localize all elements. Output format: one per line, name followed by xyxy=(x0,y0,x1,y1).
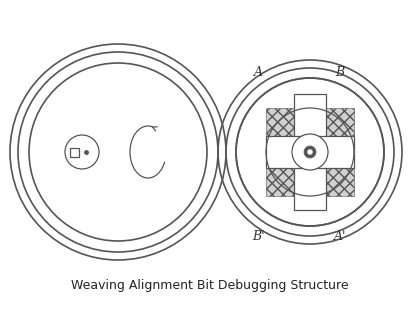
Circle shape xyxy=(292,134,328,170)
Bar xyxy=(266,136,354,168)
Circle shape xyxy=(307,149,312,154)
Bar xyxy=(266,168,294,196)
Text: A: A xyxy=(254,66,262,79)
Circle shape xyxy=(236,78,384,226)
Circle shape xyxy=(304,146,316,158)
Bar xyxy=(326,168,354,196)
Bar xyxy=(294,94,326,210)
Text: B: B xyxy=(336,66,344,79)
Text: B': B' xyxy=(252,230,264,242)
Bar xyxy=(266,108,294,136)
Bar xyxy=(70,148,79,157)
Text: A': A' xyxy=(334,230,346,242)
Bar xyxy=(326,108,354,136)
Text: Weaving Alignment Bit Debugging Structure: Weaving Alignment Bit Debugging Structur… xyxy=(71,280,349,293)
